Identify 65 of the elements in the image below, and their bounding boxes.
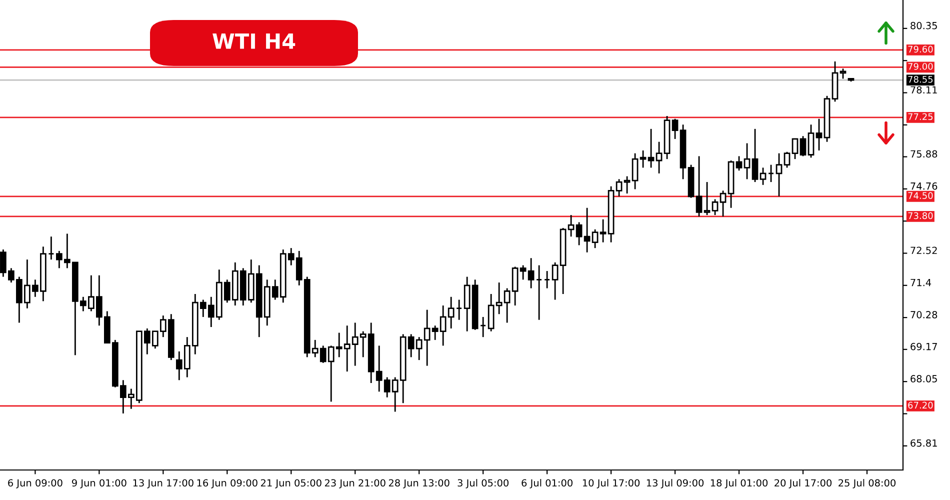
- y-tick-label: 70.28: [910, 311, 938, 318]
- y-tick-label: 78.11: [910, 86, 937, 94]
- ref-line-label: 74.50: [908, 192, 933, 200]
- candlestick: [640, 150, 646, 168]
- candlestick: [800, 135, 806, 157]
- candlestick: [792, 138, 798, 160]
- y-tick-label: 69.17: [910, 342, 937, 350]
- x-tick-label: 10 Jul 17:00: [582, 479, 640, 488]
- candlestick: [744, 142, 750, 180]
- x-tick-label: 28 Jun 13:00: [388, 479, 450, 488]
- candlestick: [656, 141, 662, 174]
- ref-line-label: 79.00: [908, 62, 933, 70]
- candlestick: [712, 198, 718, 216]
- x-tick-label: 13 Jun 17:00: [133, 479, 194, 488]
- candlestick: [752, 128, 758, 183]
- candlestick: [736, 155, 742, 172]
- candlestick: [480, 316, 486, 338]
- text: WTI H4: [212, 34, 296, 49]
- x-tick-label: 3 Jul 05:00: [458, 479, 509, 488]
- candlestick: [584, 207, 590, 254]
- x-tick-label: 6 Jun 09:00: [8, 479, 62, 488]
- y-tick-label: 75.88: [910, 150, 938, 158]
- ref-line-label: 78.55: [908, 76, 933, 83]
- candlestick: [568, 214, 574, 238]
- y-tick-label: 80.35: [910, 22, 937, 30]
- x-tick-label: 25 Jul 08:00: [838, 479, 896, 488]
- candlestick: [808, 124, 814, 158]
- candlestick: [456, 299, 462, 321]
- candlestick: [648, 128, 654, 168]
- candlestick: [840, 68, 846, 80]
- candlestick: [544, 270, 550, 289]
- x-tick-label: 16 Jun 09:00: [197, 479, 258, 488]
- ref-line-label: 73.80: [908, 212, 933, 220]
- candlestick: [616, 178, 622, 198]
- x-tick-label: 23 Jun 21:00: [324, 479, 386, 488]
- candlestick: [720, 190, 726, 218]
- candlestick: [760, 166, 766, 186]
- candlestick: [600, 218, 606, 244]
- candlestick: [624, 176, 630, 194]
- candlestick: [576, 222, 582, 246]
- y-tick-label: 74.76: [910, 182, 938, 190]
- candlestick: [592, 228, 598, 249]
- candlestick: [632, 152, 638, 190]
- candlestick: [48, 236, 54, 260]
- y-tick-label: 65.81: [910, 439, 937, 447]
- ref-line-label: 77.25: [908, 113, 933, 120]
- candlestick: [768, 164, 774, 183]
- ref-line-label: 79.60: [908, 46, 933, 53]
- candlestick: [672, 118, 678, 140]
- candlestick: [696, 155, 702, 218]
- y-tick-label: 68.05: [910, 375, 937, 382]
- x-tick-label: 20 Jul 17:00: [774, 479, 832, 488]
- y-tick-label: 71.4: [910, 278, 932, 286]
- x-tick-label: 21 Jun 05:00: [260, 479, 322, 488]
- candlestick: [784, 151, 790, 168]
- y-tick-label: 72.52: [910, 246, 937, 254]
- ref-line-label: 67.20: [908, 402, 933, 409]
- candlestick: [536, 264, 542, 321]
- candlestick: [816, 118, 822, 152]
- x-tick-label: 18 Jul 01:00: [710, 479, 768, 488]
- x-tick-label: 9 Jun 01:00: [72, 479, 126, 488]
- candlestick: [776, 152, 782, 198]
- x-tick-label: 13 Jul 09:00: [646, 479, 704, 488]
- candlestick: [704, 181, 710, 216]
- x-tick-label: 6 Jul 01:00: [522, 479, 572, 488]
